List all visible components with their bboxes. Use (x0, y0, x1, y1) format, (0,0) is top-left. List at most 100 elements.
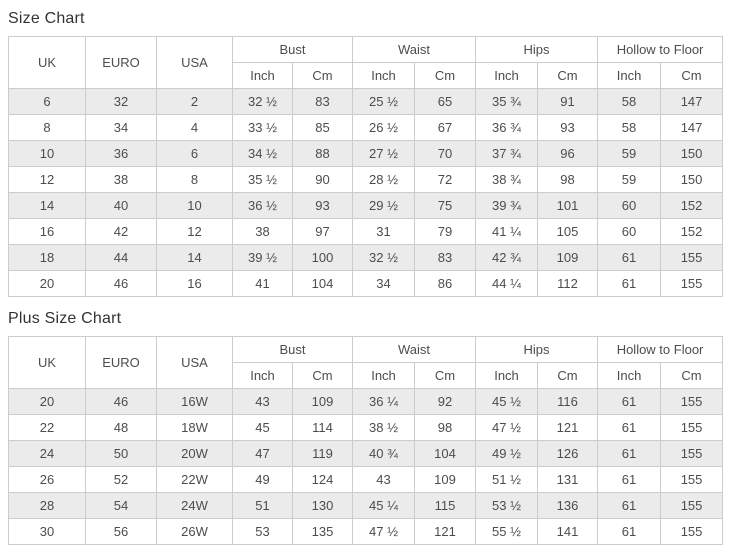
table-cell: 29 ½ (352, 192, 416, 219)
table-cell: 16 (156, 270, 233, 297)
table-cell: 152 (660, 192, 724, 219)
table-row: 30 56 26W 53 135 47 ½ 121 55 ½ 141 61 155 (8, 518, 724, 545)
table-cell: 36 ¼ (352, 388, 416, 415)
column-group-header-waist: Waist (352, 36, 477, 63)
column-header-euro: EURO (85, 336, 157, 389)
unit-header-inch: Inch (232, 362, 293, 389)
table-cell: 104 (291, 270, 354, 297)
table-cell: 147 (660, 114, 724, 141)
table-row: 20 46 16W 43 109 36 ¼ 92 45 ½ 116 61 155 (8, 388, 724, 415)
table-row: 20 46 16 41 104 34 86 44 ¼ 112 61 155 (8, 270, 724, 297)
table-cell: 93 (537, 114, 599, 141)
table-cell: 141 (537, 518, 599, 545)
table-cell: 75 (414, 192, 477, 219)
table-cell: 47 (232, 440, 293, 467)
table-cell: 31 (352, 218, 416, 245)
table-cell: 20 (8, 388, 86, 415)
table-cell: 98 (414, 414, 477, 441)
table-cell: 36 ¾ (475, 114, 539, 141)
table-cell: 61 (597, 466, 662, 493)
table-cell: 90 (291, 166, 354, 193)
table-cell: 46 (85, 388, 157, 415)
table-cell: 59 (597, 140, 662, 167)
table-cell: 30 (8, 518, 86, 545)
table-cell: 4 (156, 114, 233, 141)
table-cell: 58 (597, 88, 662, 115)
table-cell: 58 (597, 114, 662, 141)
table-cell: 109 (537, 244, 599, 271)
table-cell: 100 (291, 244, 354, 271)
table-cell: 43 (232, 388, 293, 415)
table-cell: 121 (414, 518, 477, 545)
plus-size-chart-table: UK EURO USA Bust Waist Hips Hollow to Floor Inc… (8, 336, 724, 545)
table-cell: 61 (597, 388, 662, 415)
table-cell: 26 (8, 466, 86, 493)
table-cell: 47 ½ (352, 518, 416, 545)
table-cell: 155 (660, 244, 724, 271)
table-cell: 53 (232, 518, 293, 545)
table-cell: 22W (156, 466, 233, 493)
plus-size-chart-title: Plus Size Chart (8, 310, 122, 327)
table-cell: 67 (414, 114, 477, 141)
table-cell: 28 (8, 492, 86, 519)
table-row: 16 42 12 38 97 31 79 41 ¼ 105 60 152 (8, 218, 724, 245)
table-cell: 124 (291, 466, 354, 493)
table-cell: 135 (291, 518, 354, 545)
table-cell: 18W (156, 414, 233, 441)
table-cell: 54 (85, 492, 157, 519)
table-row: 6 32 2 32 ½ 83 25 ½ 65 35 ¾ 91 58 147 (8, 88, 724, 115)
unit-header-inch: Inch (475, 62, 539, 89)
table-row: 8 34 4 33 ½ 85 26 ½ 67 36 ¾ 93 58 147 (8, 114, 724, 141)
table-cell: 61 (597, 492, 662, 519)
table-cell: 109 (291, 388, 354, 415)
table-cell: 130 (291, 492, 354, 519)
table-cell: 150 (660, 166, 724, 193)
table-cell: 45 ½ (475, 388, 539, 415)
table-row: 22 48 18W 45 114 38 ½ 98 47 ½ 121 61 155 (8, 414, 724, 441)
table-cell: 109 (414, 466, 477, 493)
table-cell: 2 (156, 88, 233, 115)
table-cell: 155 (660, 492, 724, 519)
table-cell: 61 (597, 518, 662, 545)
column-group-header-hips: Hips (475, 336, 599, 363)
table-cell: 45 (232, 414, 293, 441)
table-cell: 131 (537, 466, 599, 493)
table-cell: 27 ½ (352, 140, 416, 167)
table-cell: 22 (8, 414, 86, 441)
table-row: 18 44 14 39 ½ 100 32 ½ 83 42 ¾ 109 61 155 (8, 244, 724, 271)
table-cell: 114 (291, 414, 354, 441)
table-cell: 98 (537, 166, 599, 193)
table-cell: 85 (291, 114, 354, 141)
table-cell: 38 (85, 166, 157, 193)
unit-header-inch: Inch (597, 362, 662, 389)
table-cell: 50 (85, 440, 157, 467)
unit-header-inch: Inch (352, 62, 416, 89)
table-cell: 104 (414, 440, 477, 467)
table-cell: 42 ¾ (475, 244, 539, 271)
table-cell: 36 ½ (232, 192, 293, 219)
table-cell: 32 ½ (352, 244, 416, 271)
table-cell: 45 ¼ (352, 492, 416, 519)
table-row: 10 36 6 34 ½ 88 27 ½ 70 37 ¾ 96 59 150 (8, 140, 724, 167)
unit-header-cm: Cm (291, 362, 354, 389)
table-cell: 61 (597, 270, 662, 297)
table-cell: 32 (85, 88, 157, 115)
column-header-euro: EURO (85, 36, 157, 89)
table-cell: 14 (8, 192, 86, 219)
table-cell: 61 (597, 414, 662, 441)
column-header-uk: UK (8, 36, 86, 89)
table-cell: 96 (537, 140, 599, 167)
table-cell: 32 ½ (232, 88, 293, 115)
table-cell: 37 ¾ (475, 140, 539, 167)
table-cell: 51 (232, 492, 293, 519)
table-row: 26 52 22W 49 124 43 109 51 ½ 131 61 155 (8, 466, 724, 493)
table-row: 28 54 24W 51 130 45 ¼ 115 53 ½ 136 61 155 (8, 492, 724, 519)
size-chart-title: Size Chart (8, 10, 85, 27)
table-cell: 126 (537, 440, 599, 467)
table-cell: 147 (660, 88, 724, 115)
table-cell: 152 (660, 218, 724, 245)
table-cell: 136 (537, 492, 599, 519)
table-cell: 101 (537, 192, 599, 219)
table-cell: 52 (85, 466, 157, 493)
table-cell: 42 (85, 218, 157, 245)
